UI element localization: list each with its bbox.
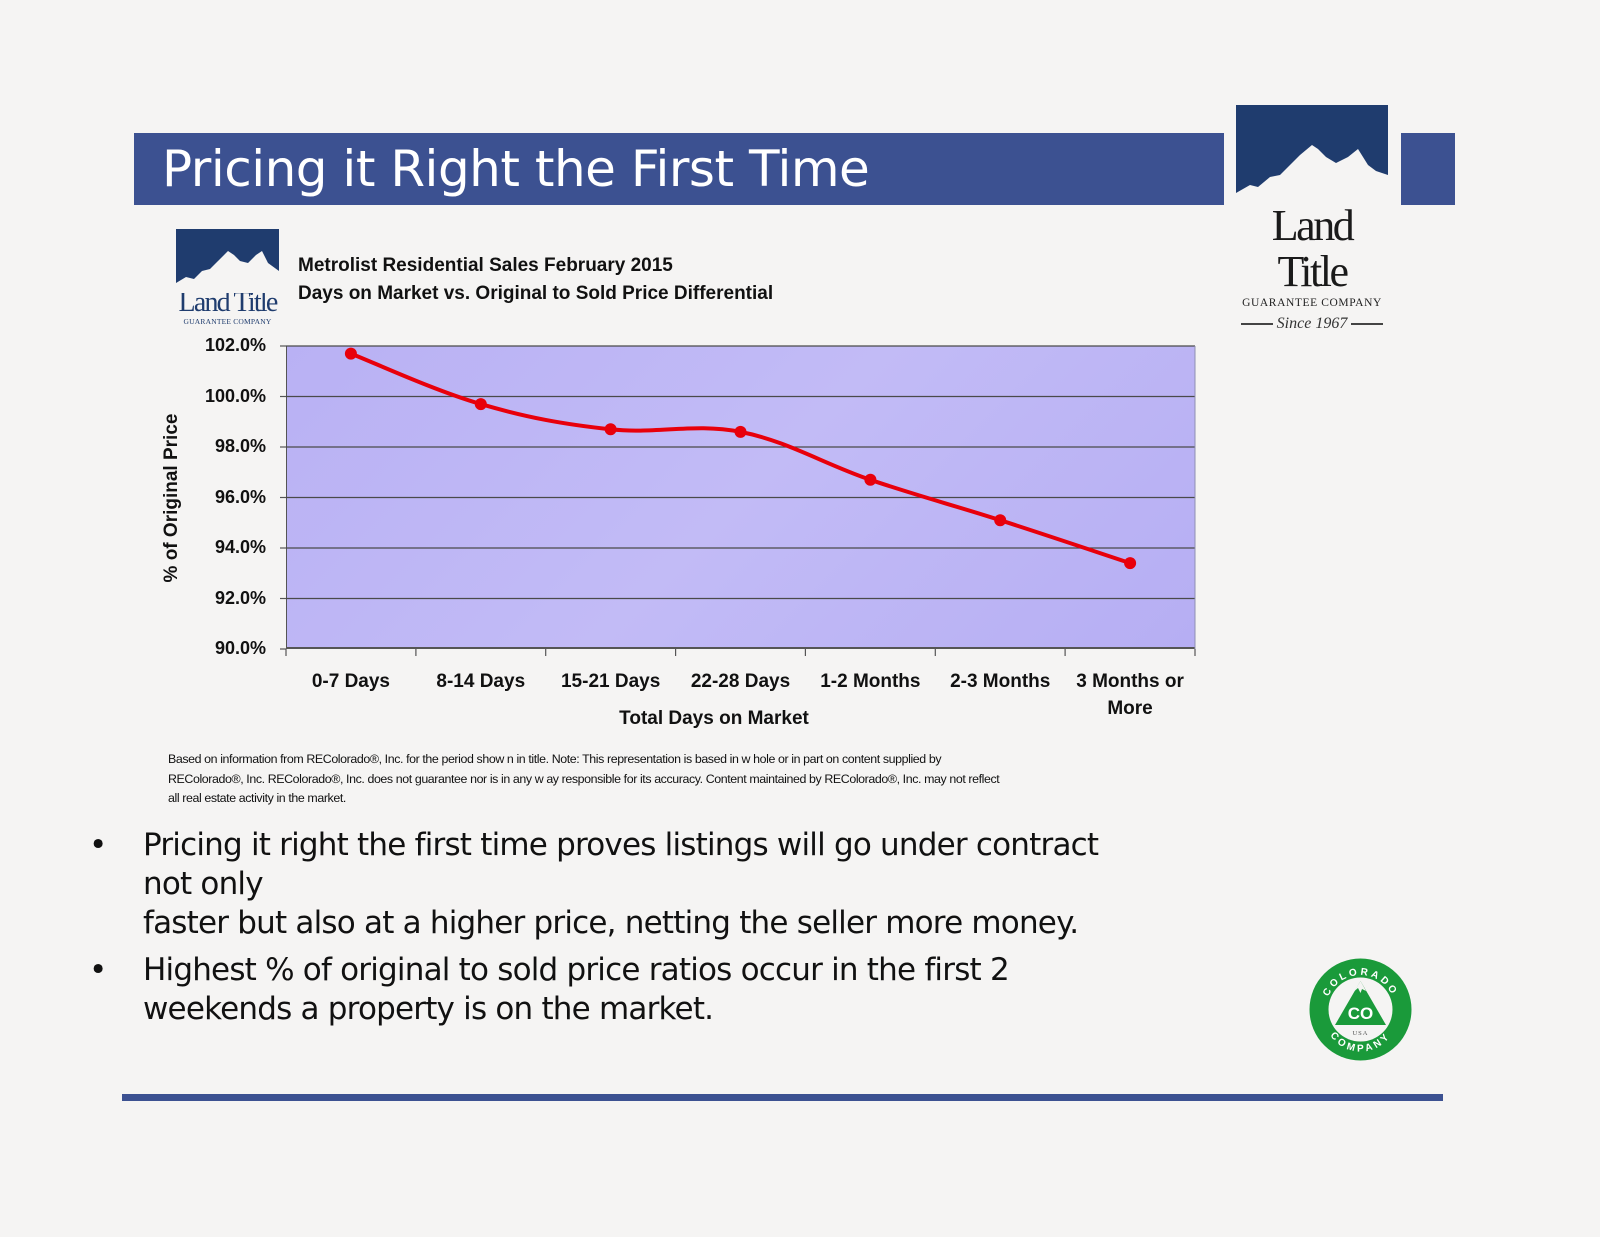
x-axis-label: Total Days on Market — [619, 708, 809, 729]
chart-logo: Land Title GUARANTEE COMPANY — [176, 229, 279, 326]
x-tick-label: 15-21 Days — [560, 671, 661, 692]
y-tick-label: 92.0% — [214, 587, 266, 608]
chart-title-line1: Metrolist Residential Sales February 201… — [298, 255, 673, 276]
title-bar-end — [1401, 133, 1455, 205]
x-tick-label: 22-28 Days — [690, 671, 791, 692]
data-point — [604, 423, 617, 436]
chart-title-line2: Days on Market vs. Original to Sold Pric… — [298, 283, 774, 304]
y-axis-label: % of Original Price — [161, 413, 182, 583]
source-note-line: Based on information from REColorado®, I… — [168, 752, 942, 766]
bullet-item: • Highest % of original to sold price ra… — [85, 951, 1235, 1029]
x-tick-label: 3 Months or More — [1076, 671, 1184, 719]
bullet-text: faster but also at a higher price, netti… — [143, 905, 1079, 941]
logo-since-text: Since 1967 — [1276, 315, 1348, 332]
svg-text:CO: CO — [1348, 1004, 1374, 1023]
data-line — [350, 351, 1131, 565]
data-point — [1124, 557, 1137, 570]
mountain-icon — [176, 229, 279, 293]
bullet-list: • Pricing it right the first time proves… — [85, 826, 1235, 1037]
y-tick-label: 102.0% — [204, 335, 266, 355]
bullet-item: • Pricing it right the first time proves… — [85, 826, 1235, 943]
source-note: Based on information from REColorado®, I… — [168, 750, 1193, 809]
y-tick-label: 94.0% — [214, 537, 266, 557]
bullet-text: Pricing it right the first time proves l… — [143, 827, 1099, 863]
data-point — [994, 514, 1007, 527]
mountain-icon — [1236, 105, 1388, 205]
data-point — [864, 473, 877, 486]
y-tick-label: 100.0% — [204, 385, 266, 406]
source-note-line: REColorado®, Inc. REColorado®, Inc. does… — [168, 771, 1000, 786]
chart-logo-subtitle: GUARANTEE COMPANY — [183, 317, 272, 326]
x-tick-label: 1-2 Months — [820, 671, 921, 692]
y-tick-label: 96.0% — [214, 486, 266, 507]
bottom-rule — [122, 1094, 1443, 1101]
x-tick-label: 8-14 Days — [436, 671, 526, 692]
chart-title: Metrolist Residential Sales February 201… — [298, 252, 773, 308]
svg-text:USA: USA — [1352, 1030, 1368, 1037]
x-tick-label: 0-7 Days — [311, 671, 390, 692]
data-point — [344, 347, 357, 360]
chart-logo-name: Land Title — [178, 287, 279, 318]
land-title-logo: Land Title GUARANTEE COMPANY Since 1967 — [1236, 105, 1388, 333]
data-point — [734, 425, 747, 438]
data-point — [474, 398, 487, 411]
title-bar — [134, 133, 1224, 205]
logo-subtitle: GUARANTEE COMPANY — [1242, 297, 1382, 309]
bullet-marker: • — [89, 952, 107, 988]
source-note-line: all real estate activity in the market. — [168, 791, 346, 805]
x-tick-label: 2-3 Months — [950, 671, 1051, 692]
logo-since: Since 1967 — [1236, 315, 1388, 333]
logo-name: Land Title — [1271, 201, 1355, 296]
slide-title: Pricing it Right the First Time — [162, 140, 870, 198]
y-tick-label: 98.0% — [214, 436, 266, 456]
bullet-text: not only — [143, 866, 264, 902]
y-tick-label: 90.0% — [214, 638, 266, 658]
bullet-text: weekends a property is on the market. — [143, 991, 714, 1027]
colorado-company-badge-icon: COLORADO COMPANY CO USA — [1308, 957, 1413, 1062]
bullet-marker: • — [89, 827, 107, 863]
bullet-text: Highest % of original to sold price rati… — [143, 952, 1010, 988]
